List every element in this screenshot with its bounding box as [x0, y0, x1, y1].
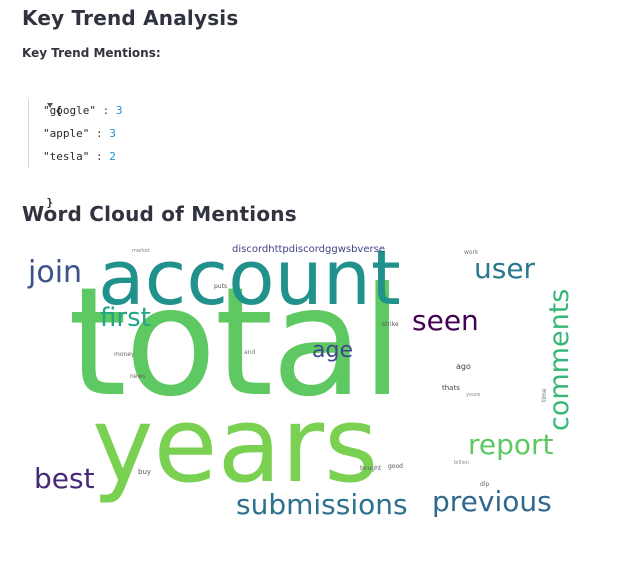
word-account: account	[98, 236, 401, 322]
word-strike: strike	[382, 321, 399, 328]
word-first: first	[100, 303, 151, 333]
word-cloud-image: total account years submissions previous…	[20, 236, 576, 521]
word-previous: previous	[432, 485, 552, 518]
word-news: news	[130, 373, 146, 380]
word-join: join	[27, 255, 82, 290]
json-open-brace: {	[55, 104, 63, 117]
word-cloud-heading: Word Cloud of Mentions	[22, 202, 297, 226]
word-submissions: submissions	[236, 488, 408, 521]
word-market: market	[132, 248, 150, 254]
word-bought: bought	[360, 465, 382, 472]
json-close-brace: }	[46, 196, 54, 209]
word-good: good	[388, 463, 403, 470]
json-open-row[interactable]: {	[20, 76, 320, 117]
json-key: "tesla"	[43, 150, 90, 163]
word-best: best	[34, 462, 95, 495]
word-youre: youre	[466, 392, 480, 398]
collapse-caret-icon[interactable]	[46, 102, 53, 108]
word-buy: buy	[138, 468, 151, 476]
word-total: total	[68, 256, 401, 430]
word-years: years	[92, 384, 378, 506]
json-entry-google: "google" : 3	[43, 104, 123, 117]
json-value: 2	[109, 150, 116, 163]
json-value: 3	[109, 127, 116, 140]
word-time: time	[541, 388, 548, 402]
word-and: and	[244, 349, 255, 356]
json-key: "apple"	[43, 127, 90, 140]
word-age: age	[312, 338, 353, 363]
word-cloud-svg: total account years submissions previous…	[27, 236, 575, 521]
word-user: user	[474, 252, 536, 285]
word-dip: dip	[480, 481, 489, 488]
word-work: work	[464, 249, 479, 256]
word-money: money	[114, 351, 135, 358]
word-discordhttpdiscordggwsbverse: discordhttpdiscordggwsbverse	[232, 244, 385, 255]
word-ago: ago	[456, 362, 471, 371]
json-entries: "google" : 3 "apple" : 3 "tesla" : 2	[28, 99, 320, 168]
page-title-trend-analysis: Key Trend Analysis	[22, 6, 239, 30]
word-report: report	[468, 428, 554, 461]
json-viewer: { "google" : 3 "apple" : 3 "tesla" : 2 }	[20, 76, 320, 209]
json-close-row: }	[20, 168, 320, 209]
word-comments: comments	[544, 289, 575, 431]
word-thats: thats	[442, 384, 460, 392]
json-value: 3	[115, 104, 123, 117]
word-puts: puts	[214, 283, 227, 290]
word-seen: seen	[412, 304, 479, 337]
json-entry-tesla: "tesla" : 2	[43, 150, 116, 163]
word-billion: billion	[454, 460, 469, 466]
json-entry-apple: "apple" : 3	[43, 127, 116, 140]
trend-mentions-label: Key Trend Mentions:	[22, 46, 161, 60]
json-key: "google"	[43, 104, 96, 117]
